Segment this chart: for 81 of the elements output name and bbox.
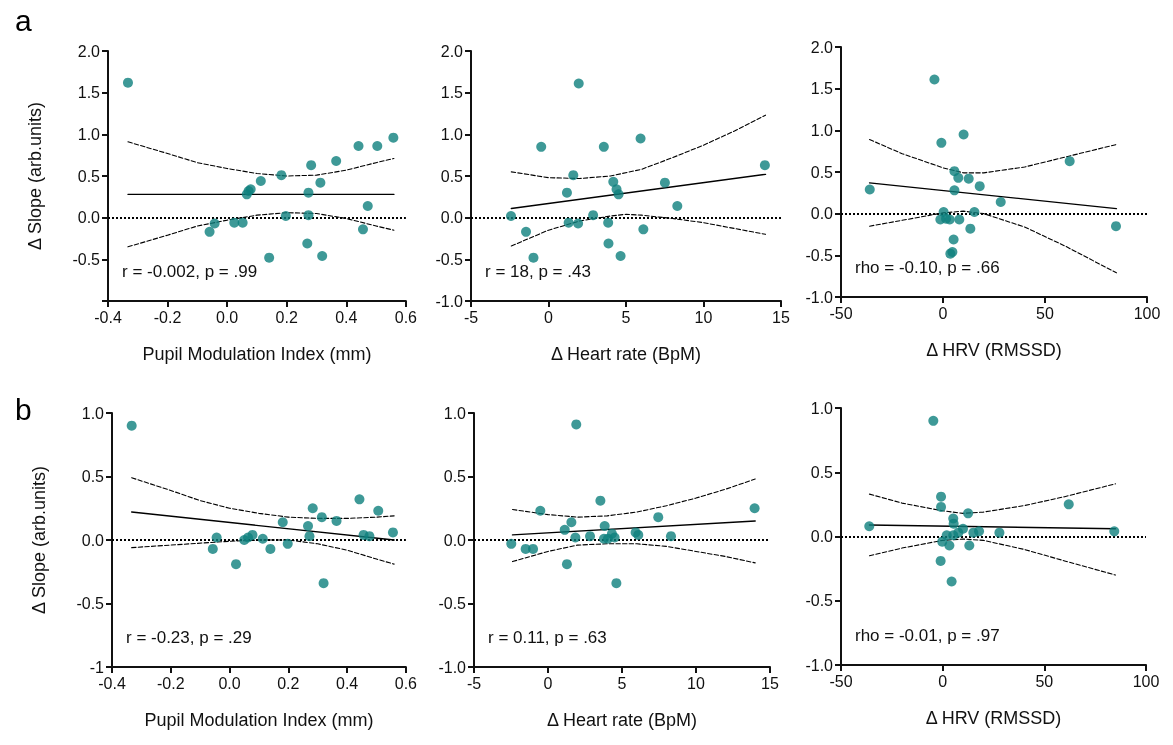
y-tick-label: 2.0 <box>810 38 834 56</box>
x-tick-label: 0.2 <box>275 308 298 326</box>
x-tick-label: 10 <box>687 674 705 692</box>
y-tick-label: 1.0 <box>443 404 467 422</box>
y-tick-label: -1.0 <box>438 658 467 676</box>
x-axis-title: Pupil Modulation Index (mm) <box>142 344 372 364</box>
y-tick-label: 0.5 <box>810 463 834 481</box>
x-tick-label: -0.4 <box>98 674 126 692</box>
y-tick-label: 0.0 <box>810 205 834 223</box>
x-axis-title: Δ Heart rate (BpM) <box>546 710 698 730</box>
y-tick-label: 2.0 <box>440 42 464 60</box>
y-tick-label: -1.0 <box>805 288 834 306</box>
annotation: rho = -0.10, p = .66 <box>855 258 1000 277</box>
y-tick-label: 0.5 <box>440 167 464 185</box>
x-tick-label: 50 <box>1035 672 1054 690</box>
x-tick-label: 15 <box>772 308 790 326</box>
x-tick-label: -5 <box>463 308 479 326</box>
x-axis-title: Δ HRV (RMSSD) <box>925 708 1062 728</box>
y-tick-label: 0.5 <box>81 468 105 485</box>
annotation: r = 0.11, p = .63 <box>488 628 607 647</box>
y-tick-label: 0.5 <box>443 468 467 485</box>
x-tick-label: 0.0 <box>218 674 241 692</box>
y-tick-label: -0.5 <box>438 595 467 612</box>
y-tick-label: -0.5 <box>72 250 101 268</box>
y-tick-label: -1.0 <box>435 292 464 310</box>
y-tick-label: -0.5 <box>805 246 834 264</box>
y-axis-title: Δ Slope (arb.units) <box>25 101 45 251</box>
x-tick-label: 0 <box>938 304 948 322</box>
x-tick-label: -0.2 <box>156 674 185 692</box>
y-tick-label: -1.0 <box>805 656 834 674</box>
x-tick-label: 0.4 <box>335 308 358 326</box>
y-tick-label: 2.0 <box>77 42 101 60</box>
y-tick-label: 1.5 <box>440 84 464 102</box>
x-tick-label: -50 <box>829 672 853 690</box>
y-tick-label: 1.5 <box>77 84 101 102</box>
x-tick-label: -5 <box>466 674 482 692</box>
y-tick-label: 0.0 <box>440 209 464 227</box>
y-tick-label: 1.0 <box>810 399 834 417</box>
y-tick-label: 0.0 <box>77 209 101 227</box>
y-tick-label: -0.5 <box>805 592 834 610</box>
x-tick-label: 15 <box>761 674 779 692</box>
x-tick-label: 100 <box>1133 304 1161 322</box>
x-tick-label: -0.2 <box>153 308 182 326</box>
x-axis-title: Δ HRV (RMSSD) <box>926 340 1062 360</box>
y-tick-label: 0.5 <box>810 163 834 181</box>
x-tick-label: -50 <box>829 304 853 322</box>
annotation: r = -0.002, p = .99 <box>122 262 258 281</box>
y-axis-title: Δ Slope (arb.units) <box>29 465 49 615</box>
x-tick-label: 0.4 <box>335 674 359 692</box>
chart-title: b <box>15 392 32 426</box>
y-tick-label: 0.0 <box>810 528 834 545</box>
y-tick-label: 0.0 <box>443 531 467 549</box>
y-tick-label: 1.0 <box>77 125 101 143</box>
y-tick-label: 1.0 <box>81 404 105 422</box>
y-tick-label: 0.0 <box>81 531 105 549</box>
x-tick-label: 100 <box>1132 672 1160 690</box>
chart-title: a <box>15 3 32 37</box>
x-tick-label: 0 <box>543 674 553 692</box>
annotation: r = 18, p = .43 <box>485 262 591 281</box>
x-tick-label: 50 <box>1036 304 1054 322</box>
x-tick-label: -0.4 <box>94 308 122 326</box>
y-tick-label: -0.5 <box>76 595 105 612</box>
y-tick-label: 0.5 <box>77 167 101 185</box>
y-tick-label: 1.5 <box>810 80 834 98</box>
y-tick-label: -1 <box>89 658 105 676</box>
x-tick-label: 10 <box>694 308 713 326</box>
x-tick-label: 0.2 <box>277 674 300 692</box>
x-axis-title: Δ Heart rate (BpM) <box>550 344 702 364</box>
x-tick-label: 5 <box>617 674 627 692</box>
annotation: r = -0.23, p = .29 <box>126 628 252 647</box>
x-tick-label: 5 <box>621 308 631 326</box>
x-axis-title: Pupil Modulation Index (mm) <box>144 710 374 730</box>
x-tick-label: 0.6 <box>394 674 418 692</box>
annotation: rho = -0.01, p = .97 <box>855 626 1000 645</box>
x-tick-label: 0 <box>544 308 554 326</box>
x-tick-label: 0.6 <box>394 308 418 326</box>
x-tick-label: 0 <box>938 672 948 690</box>
y-tick-label: -0.5 <box>435 250 464 268</box>
y-tick-label: 1.0 <box>440 125 464 143</box>
y-tick-label: 1.0 <box>810 121 834 139</box>
x-tick-label: 0.0 <box>216 308 239 326</box>
